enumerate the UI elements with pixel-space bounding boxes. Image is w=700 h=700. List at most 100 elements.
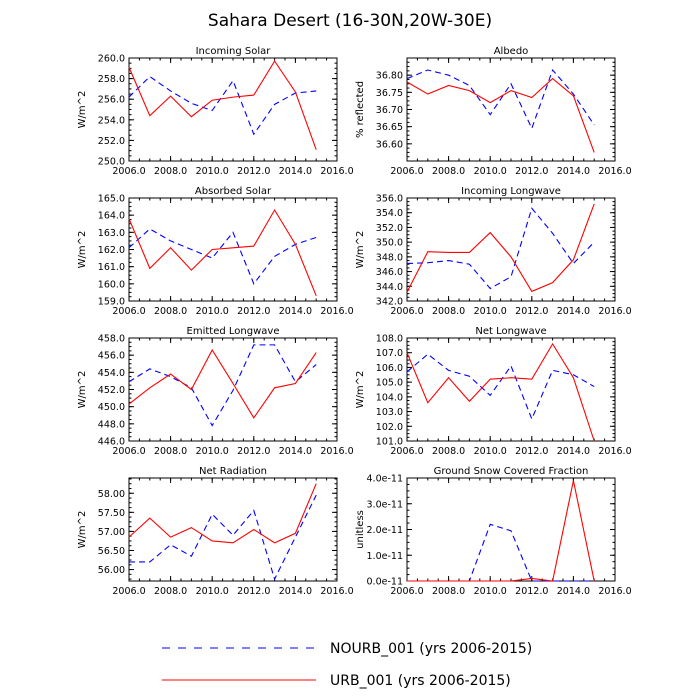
series-line-urb-001: [128, 348, 317, 419]
series-line-urb-001: [128, 60, 317, 150]
y-tick-label: 250.0: [98, 157, 125, 168]
y-tick-label: 354.0: [376, 208, 403, 219]
x-tick-label: 2012.0: [515, 306, 548, 317]
x-tick-label: 2012.0: [237, 446, 270, 457]
x-tick-label: 2008.0: [154, 586, 187, 597]
panel-title: Ground Snow Covered Fraction: [434, 466, 589, 477]
y-tick-label: 450.0: [98, 402, 125, 413]
x-tick-label: 2008.0: [154, 166, 187, 177]
chart-panels: Incoming Solar 2006.0 2008.0 2010.0 2012.0 20…: [77, 46, 632, 597]
y-axis-label: W/m^2: [77, 91, 88, 129]
series-line-urb-001: [406, 77, 595, 153]
series-line-urb-001: [406, 203, 595, 293]
x-tick-label: 2008.0: [432, 446, 465, 457]
y-tick-label: 57.50: [98, 508, 125, 519]
series-line-nourb-001: [129, 494, 317, 581]
x-tick-label: 2014.0: [279, 306, 312, 317]
x-tick-label: 2010.0: [474, 166, 507, 177]
x-tick-label: 2006.0: [112, 446, 145, 457]
y-tick-label: 456.0: [98, 351, 125, 362]
x-tick-label: 2014.0: [557, 306, 590, 317]
y-tick-label: 448.0: [98, 419, 125, 430]
series-line-nourb-001: [406, 353, 595, 421]
y-tick-label: 36.65: [376, 122, 403, 133]
y-tick-label: 36.70: [376, 105, 403, 116]
x-tick-label: 2010.0: [474, 306, 507, 317]
y-tick-label: 36.80: [376, 71, 403, 82]
series-line-nourb-001: [406, 68, 595, 130]
x-tick-label: 2012.0: [237, 166, 270, 177]
y-axis-label: W/m^2: [355, 371, 366, 409]
x-tick-label: 2008.0: [432, 166, 465, 177]
y-axis-label: unitless: [355, 510, 366, 549]
y-tick-label: 458.0: [98, 334, 125, 345]
panel-absorbed-solar: Absorbed Solar 2006.0 2008.0 2010.0 2012.0 20…: [77, 186, 354, 317]
x-tick-label: 2014.0: [557, 586, 590, 597]
x-tick-label: 2012.0: [515, 586, 548, 597]
series-line-nourb-001: [407, 523, 595, 582]
panel-incoming-solar: Incoming Solar 2006.0 2008.0 2010.0 2012.0 20…: [77, 46, 354, 177]
series-line-nourb-001: [128, 344, 317, 427]
y-tick-label: 56.50: [98, 546, 125, 557]
y-tick-label: 348.0: [376, 252, 403, 263]
x-tick-label: 2012.0: [237, 586, 270, 597]
panel-title: Incoming Longwave: [461, 186, 561, 197]
y-tick-label: 256.0: [98, 95, 125, 106]
series-line-nourb-001: [406, 207, 595, 290]
panel-net-longwave: Net Longwave 2006.0 2008.0 2010.0 2012.0 2014…: [355, 326, 632, 457]
y-tick-label: 161.0: [98, 262, 125, 273]
y-tick-label: 106.0: [376, 363, 403, 374]
y-tick-label: 350.0: [376, 238, 403, 249]
plot-frame: [406, 197, 616, 302]
y-tick-label: 252.0: [98, 136, 125, 147]
y-tick-label: 3.0e-11: [367, 499, 403, 510]
y-tick-label: 101.0: [376, 437, 403, 448]
y-tick-label: 344.0: [376, 282, 403, 293]
panel-title: Absorbed Solar: [195, 186, 272, 197]
x-tick-label: 2012.0: [237, 306, 270, 317]
y-tick-label: 162.0: [98, 245, 125, 256]
y-tick-label: 254.0: [98, 115, 125, 126]
y-tick-label: 159.0: [98, 297, 125, 308]
panel-incoming-longwave: Incoming Longwave 2006.0 2008.0 2010.0 2012.…: [355, 186, 632, 317]
x-tick-label: 2008.0: [154, 306, 187, 317]
y-axis-label: W/m^2: [77, 371, 88, 409]
plot-frame: [128, 57, 338, 162]
y-tick-label: 104.0: [376, 392, 403, 403]
y-tick-label: 452.0: [98, 385, 125, 396]
y-tick-label: 1.0e-11: [367, 551, 403, 562]
y-tick-label: 446.0: [98, 437, 125, 448]
panel-title: Incoming Solar: [196, 46, 272, 57]
x-tick-label: 2006.0: [390, 166, 423, 177]
y-tick-label: 0.0e-11: [367, 577, 403, 588]
x-tick-label: 2016.0: [598, 166, 631, 177]
y-tick-label: 57.00: [98, 527, 125, 538]
x-tick-label: 2014.0: [279, 166, 312, 177]
y-tick-label: 58.00: [98, 489, 125, 500]
x-tick-label: 2010.0: [474, 446, 507, 457]
x-tick-label: 2010.0: [196, 446, 229, 457]
y-tick-label: 346.0: [376, 267, 403, 278]
x-tick-label: 2012.0: [515, 166, 548, 177]
x-tick-label: 2016.0: [320, 586, 353, 597]
y-tick-label: 108.0: [376, 334, 403, 345]
x-tick-label: 2010.0: [474, 586, 507, 597]
panel-albedo: Albedo 2006.0 2008.0 2010.0 2012.0 2014.0 2016…: [355, 46, 632, 177]
y-tick-label: 454.0: [98, 368, 125, 379]
x-tick-label: 2014.0: [557, 166, 590, 177]
series-line-urb-001: [128, 483, 317, 544]
y-tick-label: 36.60: [376, 139, 403, 150]
y-axis-label: W/m^2: [77, 511, 88, 549]
x-tick-label: 2006.0: [112, 306, 145, 317]
y-tick-label: 342.0: [376, 297, 403, 308]
series-line-nourb-001: [128, 75, 317, 136]
x-tick-label: 2010.0: [196, 306, 229, 317]
y-tick-label: 107.0: [376, 348, 403, 359]
x-tick-label: 2014.0: [557, 446, 590, 457]
plot-frame: [128, 477, 338, 582]
y-tick-label: 356.0: [376, 194, 403, 205]
x-tick-label: 2012.0: [515, 446, 548, 457]
x-tick-label: 2014.0: [279, 586, 312, 597]
legend-label: NOURB_001 (yrs 2006-2015): [330, 641, 532, 657]
